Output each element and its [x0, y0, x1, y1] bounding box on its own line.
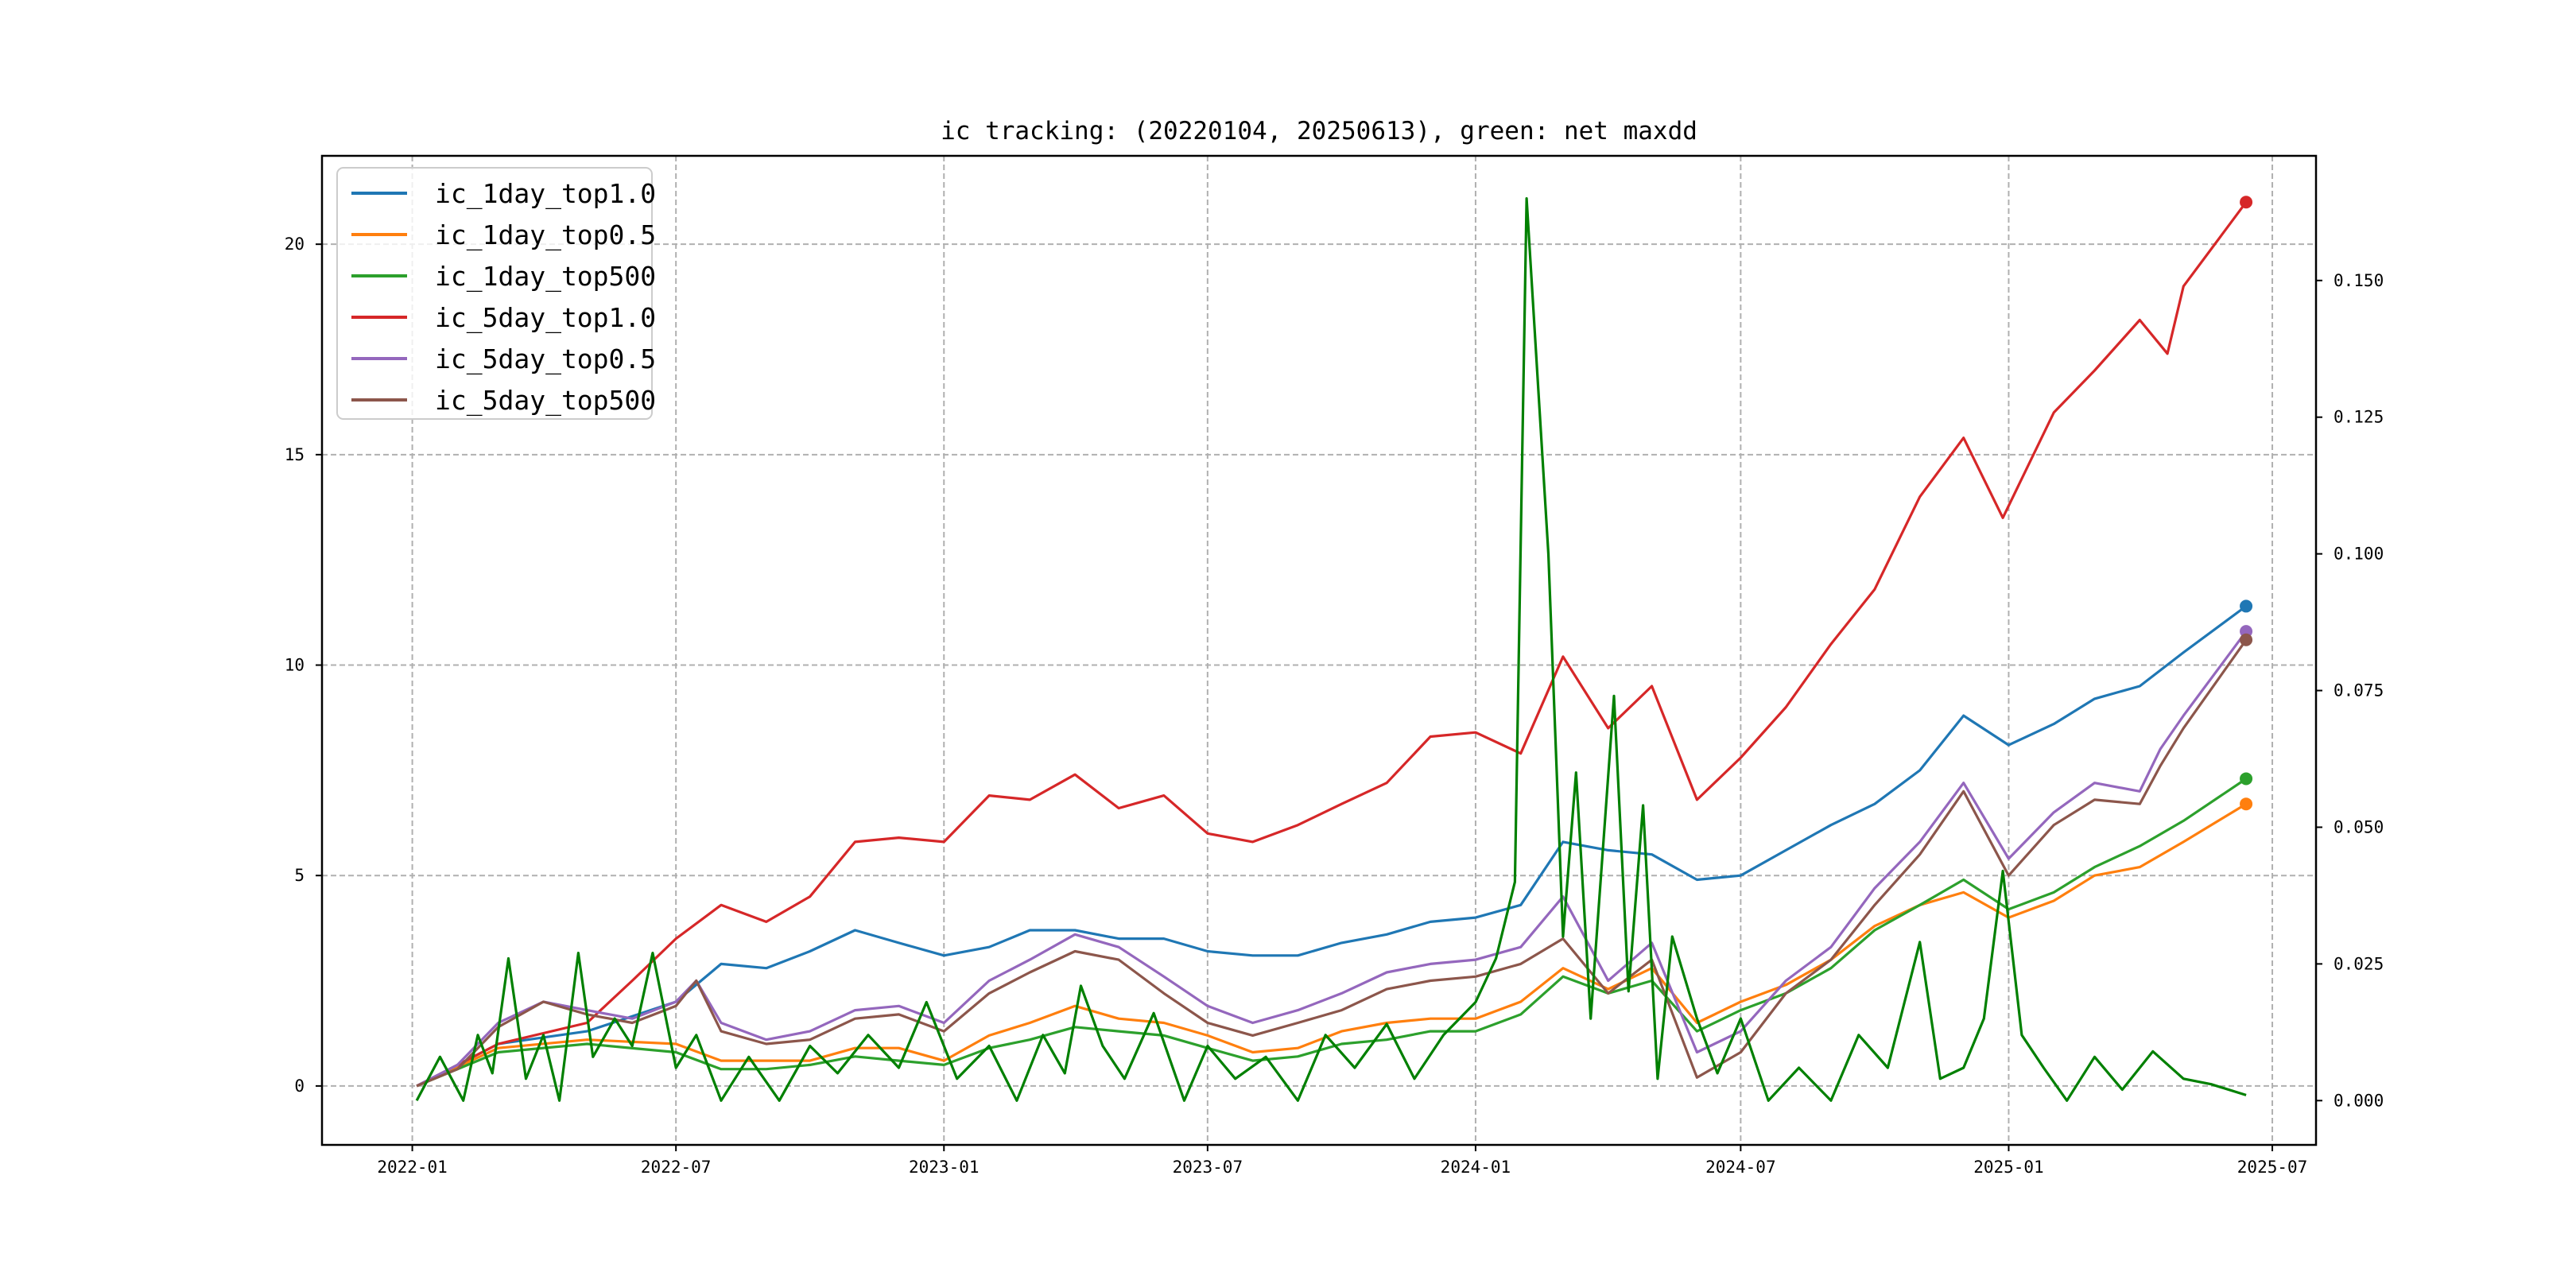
x-tick-label: 2025-07 — [2237, 1158, 2308, 1177]
endpoint-marker-ic-1day-top0-5 — [2240, 797, 2253, 811]
y-tick-label: 0 — [294, 1077, 305, 1096]
y-tick-label: 10 — [285, 656, 305, 675]
y2-tick-label: 0.075 — [2334, 681, 2384, 700]
legend-label-ic-1day-top500: ic_1day_top500 — [435, 261, 656, 293]
series-line-net-maxdd — [415, 197, 2247, 1102]
x-tick-label: 2025-01 — [1973, 1158, 2044, 1177]
plot-frame — [320, 154, 2318, 1146]
x-tick-label: 2023-01 — [909, 1158, 980, 1177]
x-axis: 2022-01 2022-07 2023-01 2023-07 2024-01 2024-… — [377, 1145, 2307, 1177]
y2-tick-label: 0.100 — [2334, 545, 2384, 564]
chart-title: ic tracking: (20220104, 20250613), green… — [941, 117, 1697, 145]
series-line-ic-1day-top1-0 — [416, 605, 2248, 1088]
endpoint-marker-ic-1day-top1-0 — [2240, 599, 2253, 613]
x-tick-label: 2022-07 — [641, 1158, 712, 1177]
endpoint-marker-ic-1day-top500 — [2240, 772, 2253, 786]
y2-tick-label: 0.050 — [2334, 817, 2384, 836]
y-axis-left: 0 5 10 15 20 — [285, 235, 322, 1096]
y2-tick-label: 0.000 — [2334, 1091, 2384, 1110]
legend-label-ic-5day-top0-5: ic_5day_top0.5 — [435, 343, 656, 375]
series-line-ic-5day-top500 — [416, 638, 2248, 1088]
y2-tick-label: 0.150 — [2334, 271, 2384, 290]
x-tick-label: 2022-01 — [377, 1158, 448, 1177]
legend-label-ic-5day-top1-0: ic_5day_top1.0 — [435, 302, 656, 334]
x-tick-label: 2024-07 — [1705, 1158, 1776, 1177]
endpoint-marker-ic-5day-top500 — [2240, 633, 2253, 646]
endpoint-marker-ic-5day-top1-0 — [2240, 196, 2253, 209]
grid — [322, 156, 2316, 1145]
series-lines — [415, 196, 2253, 1102]
y2-tick-label: 0.125 — [2334, 408, 2384, 427]
legend-label-ic-1day-top1-0: ic_1day_top1.0 — [435, 178, 656, 210]
x-tick-label: 2023-07 — [1173, 1158, 1243, 1177]
series-line-ic-5day-top1-0 — [416, 201, 2248, 1088]
legend-label-ic-5day-top500: ic_5day_top500 — [435, 385, 656, 417]
y-tick-label: 20 — [285, 235, 305, 254]
y-tick-label: 15 — [285, 445, 305, 464]
legend-box — [336, 167, 653, 420]
y-axis-right: 0.000 0.025 0.050 0.075 0.100 0.125 0.150 — [2316, 271, 2384, 1110]
legend-label-ic-1day-top0-5: ic_1day_top0.5 — [435, 219, 656, 251]
y2-tick-label: 0.025 — [2334, 954, 2384, 973]
y-tick-label: 5 — [294, 866, 305, 885]
legend: ic_1day_top1.0 ic_1day_top0.5 ic_1day_top5… — [336, 167, 656, 420]
x-tick-label: 2024-01 — [1441, 1158, 1511, 1177]
